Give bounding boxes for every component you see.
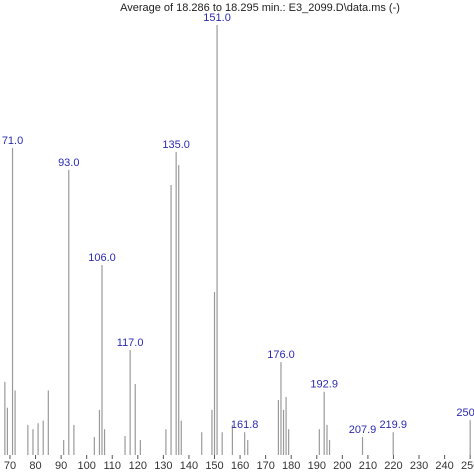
- peak-label: 219.9: [379, 419, 407, 431]
- peak-label: 161.8: [231, 419, 259, 431]
- peak-label: 93.0: [58, 157, 79, 169]
- x-tick-label: 170: [256, 460, 274, 472]
- x-tick-label: 90: [55, 460, 67, 472]
- x-tick-label: 240: [435, 460, 453, 472]
- x-tick-label: 180: [282, 460, 300, 472]
- x-tick-label: 100: [77, 460, 95, 472]
- x-tick-label: 190: [308, 460, 326, 472]
- peak-label: 117.0: [117, 337, 144, 349]
- x-tick-label: 110: [103, 460, 121, 472]
- x-tick-label: 80: [29, 460, 41, 472]
- x-tick-label: 150: [205, 460, 223, 472]
- x-tick-label: 220: [384, 460, 402, 472]
- x-tick-label: 210: [359, 460, 377, 472]
- peak-label: 71.0: [2, 135, 23, 147]
- peak-label: 176.0: [267, 349, 295, 361]
- x-tick-label: 230: [410, 460, 428, 472]
- x-tick-label: 160: [231, 460, 249, 472]
- x-tick-label: 140: [180, 460, 198, 472]
- peak-label: 192.9: [310, 379, 338, 391]
- peak-label: 106.0: [88, 252, 116, 264]
- x-tick-label: 120: [129, 460, 147, 472]
- peak-label: 207.9: [349, 424, 377, 436]
- x-tick-label: 250: [461, 460, 474, 472]
- x-tick-label: 130: [154, 460, 172, 472]
- peak-label: 135.0: [162, 139, 190, 151]
- x-tick-label: 200: [333, 460, 351, 472]
- peak-label: 151.0: [203, 12, 231, 24]
- x-tick-label: 70: [4, 460, 16, 472]
- peak-label: 250.0: [456, 407, 474, 419]
- chart-title: Average of 18.286 to 18.295 min.: E3_209…: [120, 2, 400, 14]
